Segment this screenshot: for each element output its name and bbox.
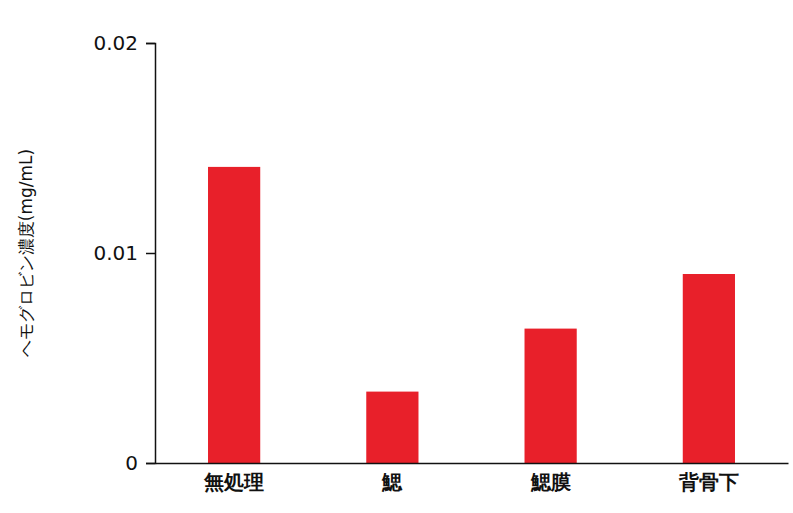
- x-axis: 無処理 鰓 鰓膜 背骨下: [156, 464, 789, 495]
- tick: 鰓膜: [530, 470, 571, 494]
- tick-label: 鰓: [381, 470, 403, 494]
- tick-mark: [146, 463, 155, 465]
- tick-label: 無処理: [203, 470, 264, 494]
- tick: 0.01: [93, 241, 155, 265]
- tick-label: 0: [125, 451, 138, 475]
- tick-mark: [146, 43, 155, 45]
- plot: 0 0.01 0.02 無処理 鰓 鰓膜 背骨下: [93, 31, 788, 494]
- tick-label: 0.02: [93, 31, 138, 55]
- tick: 鰓: [381, 470, 403, 494]
- bars: [208, 167, 735, 463]
- tick-label: 鰓膜: [530, 470, 571, 494]
- tick: 背骨下: [678, 470, 739, 494]
- axis-title: ヘモグロビン濃度(mg/mL): [16, 149, 36, 357]
- bar: [208, 167, 260, 463]
- tick-mark: [146, 253, 155, 255]
- y-axis: 0 0.01 0.02: [93, 31, 155, 475]
- tick: 0.02: [93, 31, 155, 55]
- axis-line: [146, 44, 156, 464]
- axis-line: [156, 463, 789, 465]
- chart: 0 0.01 0.02 無処理 鰓 鰓膜 背骨下 ヘモグロビン濃度(mg/mL): [0, 0, 793, 513]
- tick: 0: [125, 451, 155, 475]
- bar: [683, 274, 735, 463]
- tick-label: 0.01: [93, 241, 138, 265]
- tick-label: 背骨下: [678, 470, 739, 494]
- bar: [525, 329, 577, 463]
- bar: [366, 392, 418, 463]
- tick: 無処理: [203, 470, 264, 494]
